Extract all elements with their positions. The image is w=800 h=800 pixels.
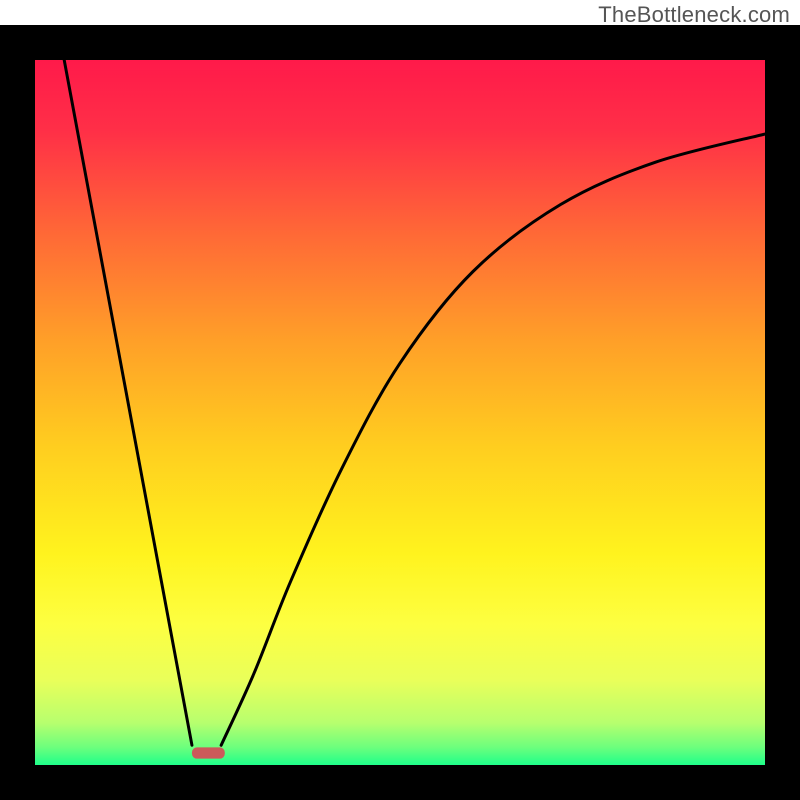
chart-container: TheBottleneck.com (0, 0, 800, 800)
watermark-text: TheBottleneck.com (598, 2, 790, 28)
bottleneck-chart (0, 0, 800, 800)
